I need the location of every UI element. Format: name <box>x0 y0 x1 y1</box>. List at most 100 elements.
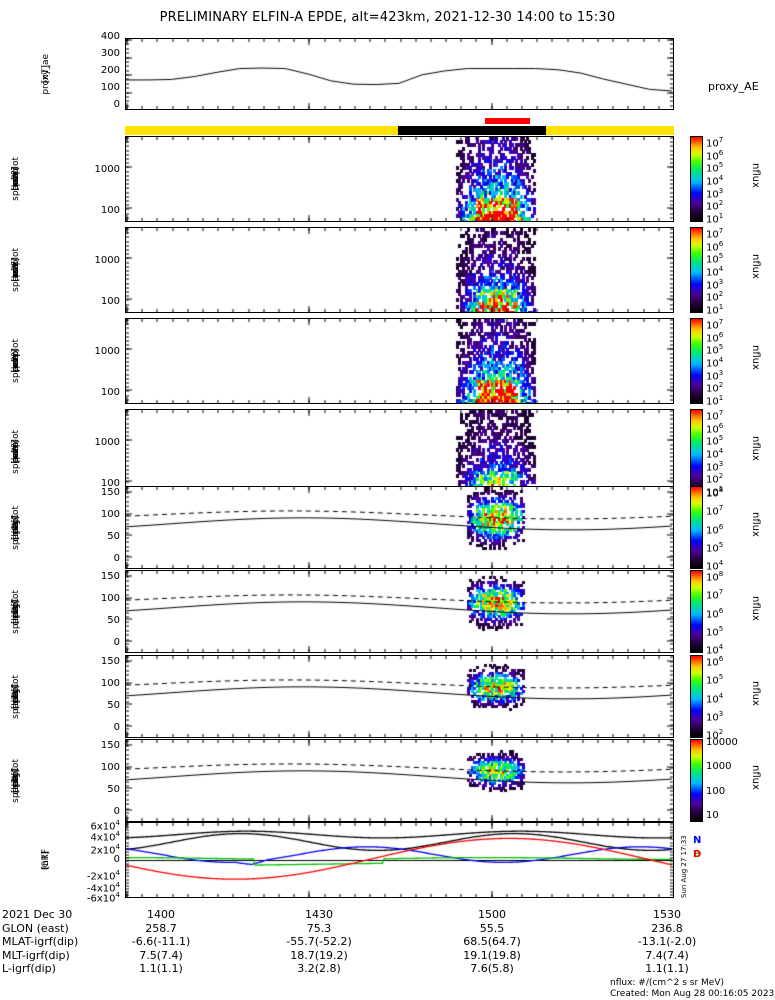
y-tick: 0 <box>113 854 120 865</box>
colorbar-tick-label: 106 <box>706 239 724 253</box>
ylabel-word: [deg] <box>10 684 21 709</box>
colorbar-tick-label: 107 <box>706 504 724 518</box>
colorbar-tick-label: 105 <box>706 161 724 175</box>
table-row: GLON (east) 258.7 75.3 55.5 236.8 <box>2 922 773 936</box>
cell: 1400 <box>147 908 175 921</box>
y-tick: 6x104 <box>90 819 120 833</box>
row-label: L-igrf(dip) <box>2 962 56 975</box>
y-tick: 50 <box>107 531 120 542</box>
colorbar-en_para <box>690 409 703 495</box>
panel-igrf <box>125 822 674 898</box>
colorbar-tick-label: 106 <box>706 522 724 536</box>
colorbar-tick-label: 105 <box>706 540 724 555</box>
colorbar-title: nflux <box>750 345 761 370</box>
colorbar-en_anti <box>690 227 703 313</box>
y-tick: 0 <box>113 99 120 110</box>
y-tick: 0 <box>113 722 120 733</box>
ylabel-word: [deg] <box>10 599 21 624</box>
colorbar-tick-label: 105 <box>706 343 724 357</box>
cell: 7.6(5.8) <box>470 962 514 975</box>
colorbar-tick-label: 103 <box>706 709 724 724</box>
colorbar-tick-label: 104 <box>706 174 724 188</box>
colorbar-tick-label: 102 <box>706 290 724 304</box>
colorbar-pa_ch0lc <box>690 486 703 569</box>
colorbar-tick-label: 107 <box>706 588 724 602</box>
ylabel-word: [keV] <box>10 258 21 282</box>
cell: 1.1(1.1) <box>645 962 689 975</box>
panel-pa-ch0lc <box>125 486 674 569</box>
cell: 3.2(2.8) <box>297 962 341 975</box>
y-tick: 50 <box>107 615 120 626</box>
colorbar-tick-label: 103 <box>706 277 724 291</box>
y-tick: 100 <box>100 593 120 604</box>
y-tick: 1000 <box>94 255 120 266</box>
cell: 1430 <box>305 908 333 921</box>
colorbar-tick-label: 102 <box>706 728 724 742</box>
igrf-legend-n: N <box>693 835 702 846</box>
science-zone-bar-dark-segment <box>398 126 546 135</box>
y-tick: 50 <box>107 700 120 711</box>
cell: 68.5(64.7) <box>463 935 521 948</box>
colorbar-title: nflux <box>750 680 761 706</box>
y-tick: 100 <box>100 478 120 489</box>
colorbar-pa_ch3lc <box>690 739 703 822</box>
colorbar-pa_ch1lc <box>690 570 703 653</box>
y-tick: 150 <box>100 656 120 667</box>
colorbar-tick-label: 103 <box>706 368 724 382</box>
cell: 1500 <box>478 908 506 921</box>
colorbar-tick-label: 102 <box>706 199 724 213</box>
panel-pa-ch3lc <box>125 739 674 822</box>
panel-proxy-ae <box>125 38 674 110</box>
ylabel-word: [keV] <box>10 167 21 191</box>
colorbar-tick-label: 10000 <box>706 737 738 748</box>
y-tick: 0 <box>113 806 120 817</box>
cell: 258.7 <box>145 921 177 935</box>
colorbar-tick-label: 104 <box>706 265 724 279</box>
colorbar-tick-label: 106 <box>706 655 724 669</box>
colorbar-title: nflux <box>750 511 761 537</box>
cell: 18.7(19.2) <box>290 948 348 962</box>
cell: -13.1(-2.0) <box>637 935 697 948</box>
colorbar-tick-label: 1000 <box>706 761 732 773</box>
colorbar-tick-label: 106 <box>706 148 724 162</box>
ylabel-word: [deg] <box>10 768 21 793</box>
colorbar-en_omni <box>690 136 703 222</box>
row-label: MLAT-igrf(dip) <box>2 935 79 948</box>
table-row: MLAT-igrf(dip) -6.6(-11.1) -55.7(-52.2) … <box>2 935 773 949</box>
y-tick: 300 <box>100 48 120 59</box>
y-tick: 1000 <box>94 346 120 357</box>
footer-units: nflux: #/(cm^2 s sr MeV) <box>610 978 724 988</box>
colorbar-tick-label: 102 <box>706 472 724 486</box>
cell: 7.5(7.4) <box>139 948 183 962</box>
y-tick: 100 <box>100 296 120 307</box>
row-label: 2021 Dec 30 <box>2 908 73 921</box>
colorbar-tick-label: 100 <box>706 785 726 797</box>
y-tick: 100 <box>100 509 120 520</box>
y-tick: 150 <box>100 487 120 498</box>
panel-en-perp <box>125 318 674 404</box>
colorbar-title: nflux <box>750 764 761 790</box>
cell: 1.1(1.1) <box>139 962 183 975</box>
colorbar-en_perp <box>690 318 703 404</box>
table-row: 2021 Dec 30 1400 1430 1500 1530 <box>2 908 773 922</box>
panel-pa-ch1lc <box>125 570 674 653</box>
cell: -6.6(-11.1) <box>131 935 191 948</box>
cell: 75.3 <box>306 921 332 935</box>
colorbar-title: nflux <box>750 436 761 461</box>
panel-en-para <box>125 409 674 495</box>
colorbar-tick-label: 104 <box>706 356 724 370</box>
colorbar-tick-label: 10 <box>706 810 719 821</box>
y-tick: -2x104 <box>86 869 120 883</box>
panel-en-anti <box>125 227 674 313</box>
cell: 1530 <box>653 908 681 921</box>
colorbar-tick-label: 105 <box>706 624 724 639</box>
cell: 7.4(7.4) <box>645 948 689 962</box>
ylabel-word: [deg] <box>10 515 21 540</box>
colorbar-tick-label: 101 <box>706 212 724 226</box>
y-tick: 0 <box>113 637 120 648</box>
y-tick: 0 <box>113 553 120 564</box>
ylabel-word: [keV] <box>10 440 21 464</box>
y-tick: 200 <box>100 65 120 76</box>
colorbar-tick-label: 106 <box>706 421 724 435</box>
colorbar-tick-label: 107 <box>706 409 724 423</box>
